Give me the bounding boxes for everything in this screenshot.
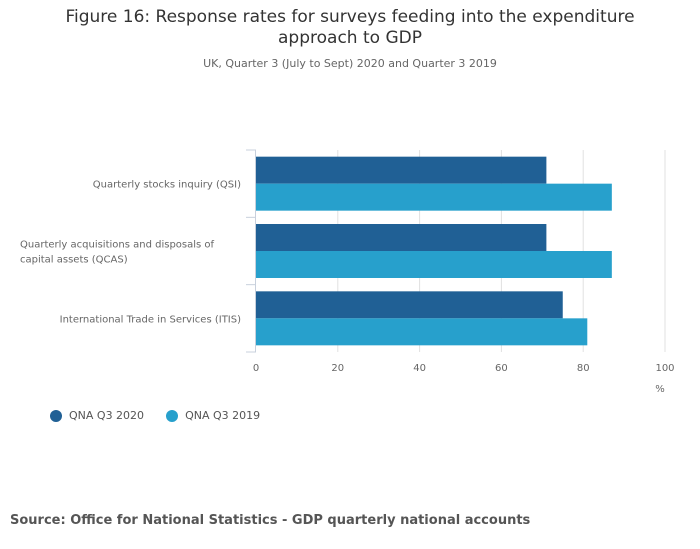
x-tick-labels: 0 20 40 60 80 100 xyxy=(253,363,675,374)
source-note: Source: Office for National Statistics -… xyxy=(10,513,531,528)
bar-2019[interactable] xyxy=(256,318,588,346)
category-label: International Trade in Services (ITIS) xyxy=(60,314,241,325)
legend-marker-2020 xyxy=(50,409,62,422)
x-tick-label: 20 xyxy=(331,363,344,374)
legend-marker-2019 xyxy=(166,409,179,422)
x-tick-label: 80 xyxy=(577,363,590,374)
chart-subtitle: UK, Quarter 3 (July to Sept) 2020 and Qu… xyxy=(203,57,497,70)
bar-2020[interactable] xyxy=(256,156,547,184)
chart-title-line-1: Figure 16: Response rates for surveys fe… xyxy=(65,7,635,27)
category-axis xyxy=(246,149,256,353)
category-labels: Quarterly stocks inquiry (QSI) Quarterly … xyxy=(20,180,241,326)
legend-item-2019[interactable]: QNA Q3 2019 xyxy=(166,409,260,422)
bar-2019[interactable] xyxy=(256,251,612,278)
legend-label-2020: QNA Q3 2020 xyxy=(69,409,145,422)
legend-label-2019: QNA Q3 2019 xyxy=(185,409,261,422)
legend: QNA Q3 2020 QNA Q3 2019 xyxy=(50,409,260,422)
chart-title: Figure 16: Response rates for surveys fe… xyxy=(0,7,700,49)
category-label: Quarterly acquisitions and disposals of c… xyxy=(20,240,215,266)
chart-title-line-2: approach to GDP xyxy=(278,28,422,48)
category-label: Quarterly stocks inquiry (QSI) xyxy=(93,180,241,191)
x-tick-label: 60 xyxy=(495,363,508,374)
x-tick-label: 0 xyxy=(253,363,259,374)
x-tick-label: 100 xyxy=(655,363,674,374)
legend-item-2020[interactable]: QNA Q3 2020 xyxy=(50,409,144,422)
bar-2020[interactable] xyxy=(256,224,547,251)
x-axis-label: % xyxy=(655,384,665,395)
x-tick-label: 40 xyxy=(413,363,426,374)
bars xyxy=(256,156,612,346)
bar-2019[interactable] xyxy=(256,183,612,211)
bar-2020[interactable] xyxy=(256,291,563,319)
